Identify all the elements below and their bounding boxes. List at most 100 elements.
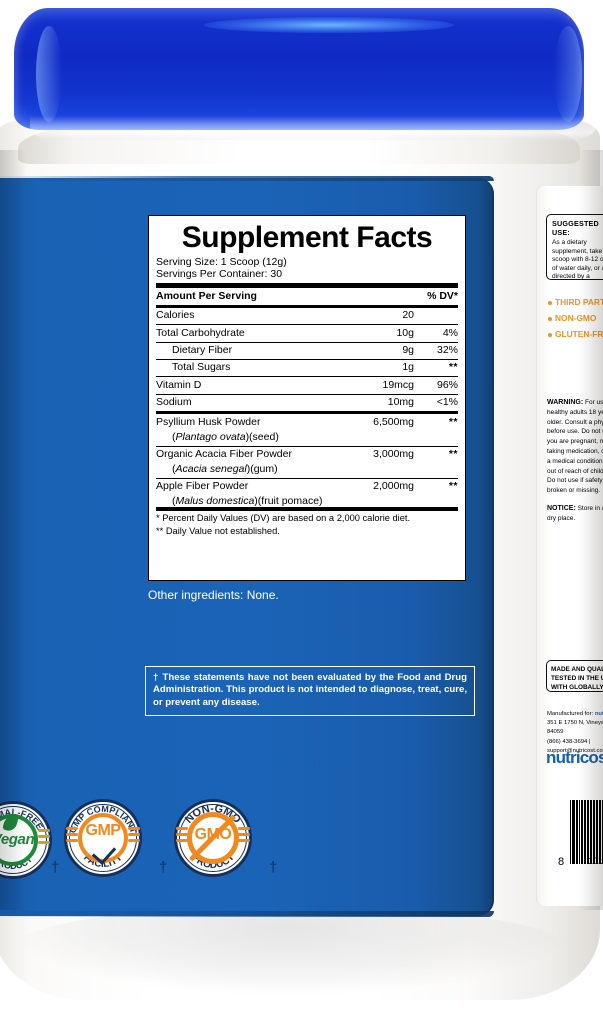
ingredient-botanical-name: (Acacia senegal)(gum) [172,462,278,475]
suggested-use-title: SUGGESTED USE: [552,219,599,237]
cap-highlight-right [554,26,582,122]
servings-per-container: Servings Per Container: 30 [156,267,283,280]
badge-non-gmo-inner-ring [179,804,247,872]
ingredient-row: Psyllium Husk Powder 6,500mg ** [156,414,458,430]
notice-body: Store in a cool, dry place. [547,505,603,522]
warning-text: WARNING: For use by healthy adults 18 ye… [547,398,603,496]
made-box-line-2: WITH GLOBALLY SOURCED INGREDIENTS [551,684,603,691]
barcode-left-digit: 8 [558,856,565,868]
barcode-bar [570,800,571,864]
divider-med [156,304,458,308]
ingredient-daily-value: ** [448,415,458,428]
barcode-bars [570,800,603,864]
ingredient-name: Organic Acacia Fiber Powder [156,447,292,460]
badge-vegan: ANIMAL-FREE PRODUCT Vegan [0,801,52,879]
dv-header-label: % DV* [427,289,458,302]
cap-highlight-top [204,17,454,33]
nutrient-amount: 10mg [387,396,414,409]
row-divider [156,358,458,360]
row-divider [156,376,458,378]
ingredient-row: Apple Fiber Powder 2,000mg ** [156,479,458,495]
dagger-symbol-1: † [51,859,60,876]
barcode-bar [582,800,583,864]
badge-gmp: GMP COMPLIANT FACILITY GMP [64,799,142,877]
nutricost-logo: nutricost. [546,748,603,768]
bullet-dot-icon [548,332,552,337]
cap-bottom-rim [30,116,596,140]
label-bottom-edge [0,911,494,917]
divider-thick-top [156,283,458,289]
warning-body: For use by healthy adults 18 years or ol… [547,399,603,495]
notice-text: NOTICE: Store in a cool, dry place. [547,504,603,524]
nutrient-name: Vitamin D [156,378,202,391]
suggested-use-box: SUGGESTED USE: As a dietary supplement, … [546,214,603,280]
row-divider [156,324,458,326]
nutrient-amount: 10g [396,326,414,339]
jar-bottom-shadow [10,905,570,995]
nutrient-name: Total Carbohydrate [156,326,245,339]
nutrient-amount: 1g [402,361,414,374]
fda-disclaimer-box: † These statements have not been evaluat… [145,666,475,717]
motion-lines-right-icon [238,827,250,849]
nutrient-name: Total Sugars [172,361,231,374]
nutrient-row: Sodium 10mg <1% [156,395,458,411]
ingredient-rows: Psyllium Husk Powder 6,500mg ** (Plantago o… [156,414,458,507]
ingredient-botanical-name: (Plantago ovata)(seed) [172,430,279,443]
nutrient-daily-value: 32% [436,343,458,356]
amount-per-serving-header: Amount Per Serving % DV* [156,288,458,304]
dagger-symbol-3: † [269,859,278,876]
bullet-third-party-tested: THIRD PARTY TESTED [548,294,603,310]
suggested-use-body: As a dietary supplement, take 1 scoop wi… [552,239,603,280]
manufacturer-brand: nutricost [594,711,603,717]
notice-label: NOTICE: [547,505,576,512]
nutrient-amount: 20 [402,309,414,322]
motion-lines-left-icon [176,827,188,849]
other-ingredients-text: Other ingredients: None. [148,588,279,602]
manufactured-for-label: Manufactured for: [547,711,594,717]
nutrient-daily-value: 4% [442,326,458,339]
barcode-bar [587,800,589,864]
divider-med-2 [156,411,458,415]
nutrient-row: Total Carbohydrate 10g 4% [156,325,458,341]
badge-vegan-center: Vegan [0,831,35,848]
nutrient-row: Total Sugars 1g ** [156,360,458,376]
barcode: 8 101386 [558,800,603,878]
gmp-circle-icon [78,813,128,863]
ingredient-botanical-name: (Malus domestica)(fruit pomace) [172,495,323,508]
bullet-non-gmo: NON-GMO [548,310,603,326]
divider-med-3 [156,507,458,511]
label-top-edge [0,176,494,181]
serving-size: Serving Size: 1 Scoop (12g) [156,256,287,268]
badge-gmp-inner-ring [69,804,137,872]
cap-highlight-left [36,26,62,122]
amount-per-serving-label: Amount Per Serving [156,289,257,302]
ingredient-amount: 6,500mg [373,415,414,428]
row-divider [156,341,458,343]
certification-badges: ANIMAL-FREE PRODUCT Vegan GMP COMPLIANT … [0,793,292,898]
warning-label: WARNING: [547,399,584,406]
barcode-bar [577,800,579,864]
barcode-bar [591,800,592,864]
motion-lines-right-icon [38,829,50,851]
supplement-facts-panel: Supplement Facts Serving Size: 1 Scoop (… [148,215,466,581]
dagger-symbol-2: † [159,859,168,876]
motion-lines-left-icon [66,827,78,849]
ingredient-name: Psyllium Husk Powder [156,415,261,428]
motion-lines-right-icon [128,827,140,849]
nutrient-row: Dietary Fiber 9g 32% [156,343,458,359]
logo-text: nutricost [546,748,603,767]
ingredient-row: Organic Acacia Fiber Powder 3,000mg ** [156,447,458,463]
nutrient-name: Sodium [156,396,192,409]
ingredient-daily-value: ** [448,480,458,493]
bullet-label: THIRD PARTY TESTED [555,297,603,307]
footnote-dv-not-established: ** Daily Value not established. [156,525,280,536]
nutrient-row: Vitamin D 19mcg 96% [156,377,458,393]
nutrient-row: Calories 20 [156,308,458,324]
bullet-gluten-free: GLUTEN-FREE [548,326,603,342]
bullet-dot-icon [548,300,552,305]
manufacturer-info: Manufactured for: nutricost 351 E 1750 N… [547,710,603,756]
ingredient-divider [156,445,458,447]
manufacturer-address: 351 E 1750 N, Vineyard, UT 84059 [547,720,603,736]
manufactured-for-line: Manufactured for: nutricost [547,710,603,719]
